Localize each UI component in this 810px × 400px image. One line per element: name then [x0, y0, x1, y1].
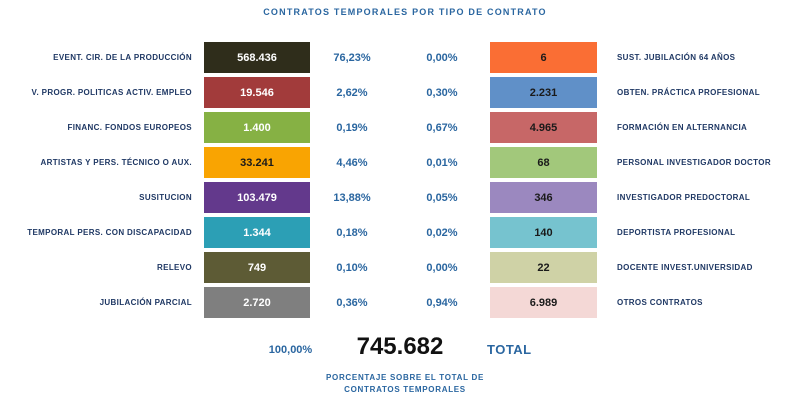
right-category-label: SUST. JUBILACIÓN 64 AÑOS — [617, 53, 736, 62]
right-category-label: DEPORTISTA PROFESIONAL — [617, 228, 736, 237]
left-category-label: EVENT. CIR. DE LA PRODUCCIÓN — [53, 53, 192, 62]
left-category-label: RELEVO — [157, 263, 192, 272]
chart-row: V. PROGR. POLITICAS ACTIV. EMPLEO 19.546 2… — [0, 77, 810, 108]
left-bar: 103.479 — [204, 182, 310, 213]
chart-rows: EVENT. CIR. DE LA PRODUCCIÓN 568.436 76,23… — [0, 42, 810, 318]
left-category-label: TEMPORAL PERS. CON DISCAPACIDAD — [27, 228, 192, 237]
totals-row: 100,00% 745.682 TOTAL — [0, 333, 810, 369]
left-bar: 33.241 — [204, 147, 310, 178]
left-percent: 0,19% — [336, 121, 368, 134]
right-bar: 6 — [490, 42, 597, 73]
left-percent: 76,23% — [333, 51, 371, 64]
total-label: TOTAL — [487, 342, 532, 357]
chart-row: SUSITUCION 103.479 13,88% 0,05% 346 INVESTIGA… — [0, 182, 810, 213]
left-bar: 1.344 — [204, 217, 310, 248]
chart-row: FINANC. FONDOS EUROPEOS 1.400 0,19% 0,67% 4.… — [0, 112, 810, 143]
right-percent: 0,30% — [426, 86, 458, 99]
right-category-label: FORMACIÓN EN ALTERNANCIA — [617, 123, 748, 132]
left-bar: 19.546 — [204, 77, 310, 108]
right-bar: 6.989 — [490, 287, 597, 318]
left-category-label: FINANC. FONDOS EUROPEOS — [67, 123, 192, 132]
chart-title: CONTRATOS TEMPORALES POR TIPO DE CONTRAT… — [263, 7, 547, 17]
left-percent: 2,62% — [336, 86, 368, 99]
right-category-label: PERSONAL INVESTIGADOR DOCTOR — [617, 158, 771, 167]
right-percent: 0,94% — [426, 296, 458, 309]
right-bar: 140 — [490, 217, 597, 248]
left-category-label: SUSITUCION — [139, 193, 192, 202]
left-percent: 0,18% — [336, 226, 368, 239]
total-value: 745.682 — [356, 333, 444, 360]
left-percent: 4,46% — [336, 156, 368, 169]
footnote-line2: CONTRATOS TEMPORALES — [344, 385, 466, 395]
left-category-label: V. PROGR. POLITICAS ACTIV. EMPLEO — [31, 88, 192, 97]
right-percent: 0,00% — [426, 51, 458, 64]
right-bar: 4.965 — [490, 112, 597, 143]
chart-row: TEMPORAL PERS. CON DISCAPACIDAD 1.344 0,18… — [0, 217, 810, 248]
total-percent: 100,00% — [268, 344, 313, 356]
right-bar: 2.231 — [490, 77, 597, 108]
left-percent: 0,10% — [336, 261, 368, 274]
left-bar: 749 — [204, 252, 310, 283]
footnote-line1: PORCENTAJE SOBRE EL TOTAL DE — [326, 373, 484, 382]
left-bar: 1.400 — [204, 112, 310, 143]
left-bar: 2.720 — [204, 287, 310, 318]
right-bar: 22 — [490, 252, 597, 283]
right-category-label: OTROS CONTRATOS — [617, 298, 703, 307]
right-category-label: OBTEN. PRÁCTICA PROFESIONAL — [617, 88, 760, 97]
left-bar: 568.436 — [204, 42, 310, 73]
footnote: PORCENTAJE SOBRE EL TOTAL DE CONTRATOS T… — [0, 372, 810, 397]
right-bar: 68 — [490, 147, 597, 178]
left-category-label: ARTISTAS Y PERS. TÉCNICO O AUX. — [40, 158, 192, 167]
left-category-label: JUBILACIÓN PARCIAL — [99, 298, 192, 307]
right-bar: 346 — [490, 182, 597, 213]
left-percent: 13,88% — [333, 191, 371, 204]
left-percent: 0,36% — [336, 296, 368, 309]
chart-row: JUBILACIÓN PARCIAL 2.720 0,36% 0,94% 6.989 OT… — [0, 287, 810, 318]
right-percent: 0,00% — [426, 261, 458, 274]
chart-row: RELEVO 749 0,10% 0,00% 22 DOCENTE INVEST.UNIV… — [0, 252, 810, 283]
right-percent: 0,67% — [426, 121, 458, 134]
right-category-label: INVESTIGADOR PREDOCTORAL — [617, 193, 751, 202]
right-category-label: DOCENTE INVEST.UNIVERSIDAD — [617, 263, 753, 272]
right-percent: 0,05% — [426, 191, 458, 204]
right-percent: 0,02% — [426, 226, 458, 239]
right-percent: 0,01% — [426, 156, 458, 169]
chart-row: ARTISTAS Y PERS. TÉCNICO O AUX. 33.241 4,4… — [0, 147, 810, 178]
chart-row: EVENT. CIR. DE LA PRODUCCIÓN 568.436 76,23… — [0, 42, 810, 73]
